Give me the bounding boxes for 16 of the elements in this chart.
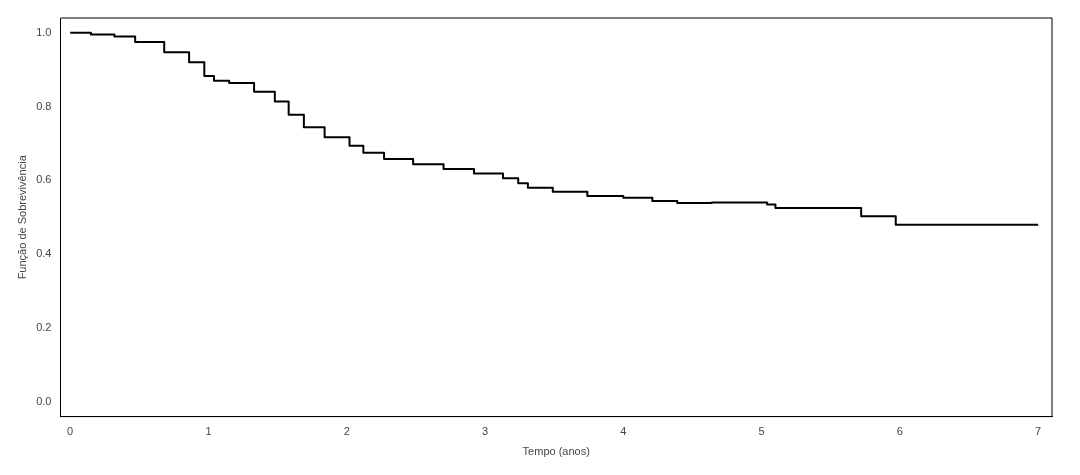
x-tick-label: 0 [67,425,74,438]
x-tick-label: 1 [205,425,212,438]
x-axis-title: Tempo (anos) [522,445,590,458]
x-tick-label: 3 [481,425,489,438]
y-tick-label: 0.4 [36,247,52,260]
x-tick-label: 6 [896,425,903,438]
x-tick-label: 7 [1035,425,1042,438]
y-tick-label: 0.0 [36,394,52,407]
x-tick-label: 4 [620,425,627,438]
x-tick-label: 5 [758,425,765,438]
y-tick-label: 1.0 [36,25,52,38]
y-tick-label: 0.2 [36,321,52,334]
y-tick-label: 0.8 [36,99,52,112]
x-tick-label: 2 [343,425,350,438]
y-axis-title: Função de Sobrevivência [15,154,28,280]
y-tick-label: 0.6 [36,173,52,186]
